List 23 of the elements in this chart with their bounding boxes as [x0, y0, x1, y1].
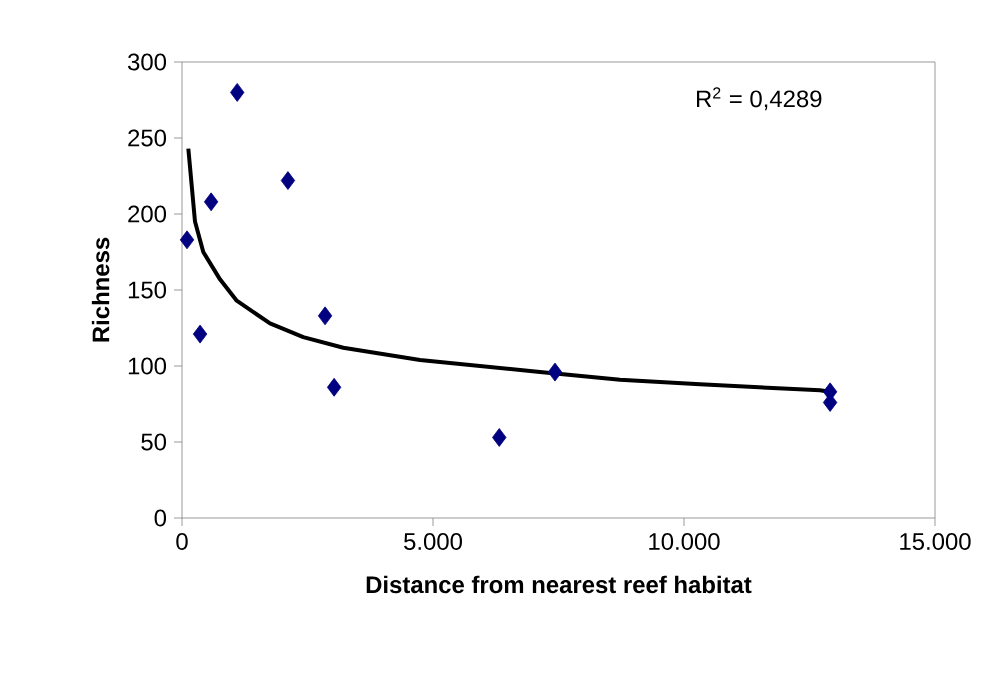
- point: [179, 230, 195, 250]
- y-tick-label: 300: [127, 53, 167, 71]
- point: [192, 324, 208, 344]
- y-axis-title: Richness: [91, 237, 110, 342]
- point: [317, 306, 333, 326]
- y-tick-label: 100: [128, 357, 167, 375]
- point: [326, 377, 342, 397]
- x-tick-label: 0: [176, 533, 188, 550]
- point: [492, 428, 507, 447]
- point: [547, 362, 563, 382]
- y-tick-label: 150: [128, 281, 167, 299]
- point: [203, 192, 219, 212]
- x-tick-label: 15.000: [900, 533, 971, 550]
- point: [280, 171, 296, 190]
- x-axis-title: Distance from nearest reef habitat: [366, 575, 752, 594]
- y-tick-label: 0: [154, 509, 167, 527]
- y-tick-label: 50: [141, 433, 167, 451]
- y-tick-label: 200: [128, 205, 167, 223]
- annotation: R$^{2}$ = 0,4289: [697, 87, 822, 111]
- y-tick-label: 250: [128, 129, 167, 147]
- x-tick-label: 5.000: [404, 533, 462, 550]
- point: [230, 83, 245, 102]
- x-tick-label: 10.000: [649, 533, 720, 550]
